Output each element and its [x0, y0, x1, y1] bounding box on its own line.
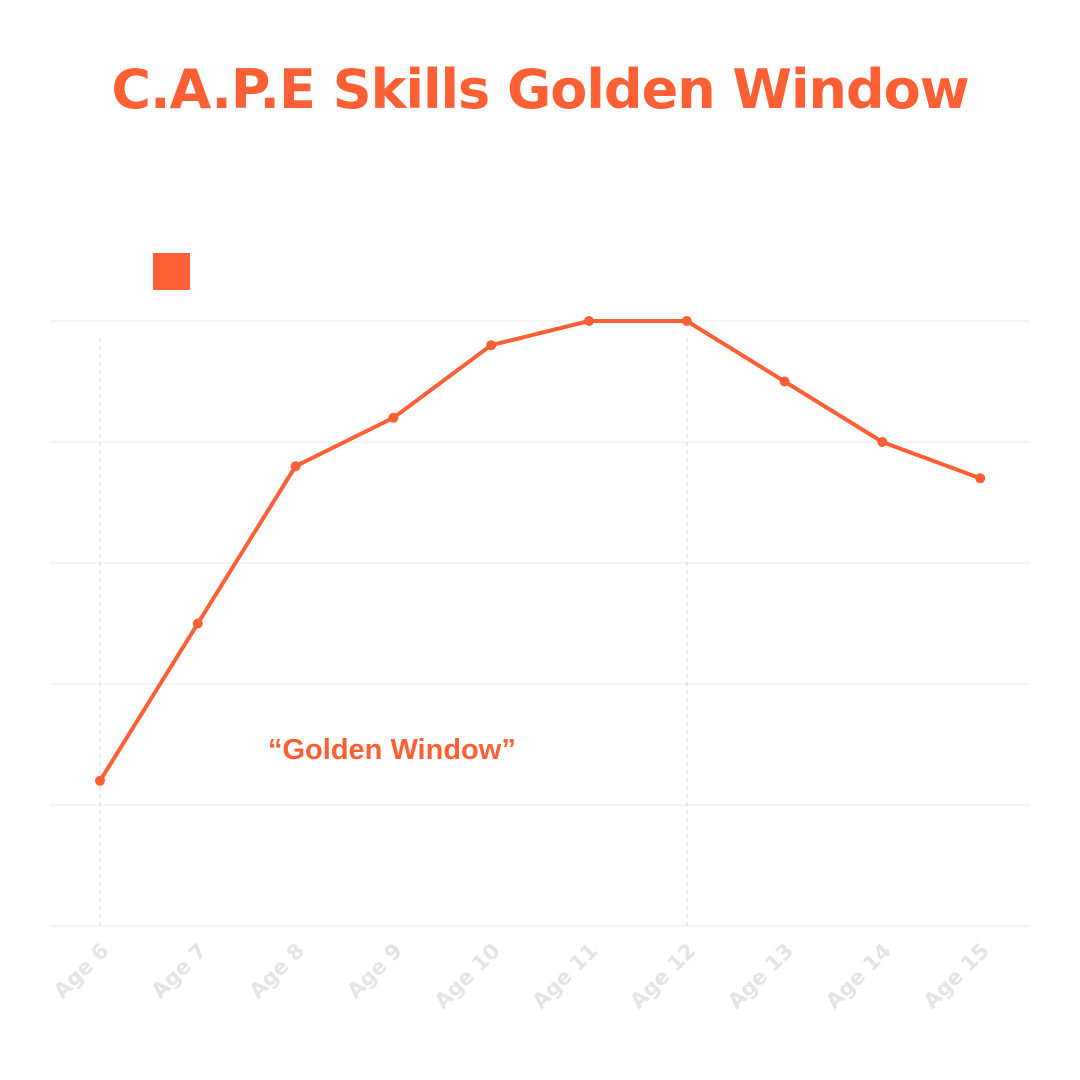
series-line	[98, 319, 983, 783]
data-point	[975, 473, 986, 484]
data-point	[877, 437, 888, 447]
chart-title: C.A.P.E Skills Golden Window	[111, 58, 969, 121]
data-point	[192, 618, 203, 629]
data-points	[95, 316, 986, 786]
golden-window-annotation: “Golden Window”	[268, 734, 516, 766]
x-tick-label: Age 11	[528, 939, 603, 1014]
x-axis-tick-labels: Age 6 Age 7 Age 8 Age 9 Age 10 Age 11 Age 12 Ag…	[49, 939, 994, 1014]
x-tick-label: Age 10	[430, 939, 505, 1014]
x-tick-label: Age 13	[723, 939, 798, 1014]
data-point	[290, 461, 301, 472]
data-point	[681, 316, 692, 326]
data-point	[388, 412, 399, 423]
x-tick-label: Age 9	[342, 939, 407, 1004]
data-point	[584, 316, 594, 326]
data-point	[95, 775, 105, 786]
data-point	[486, 340, 497, 351]
x-tick-label: Age 6	[49, 939, 114, 1004]
grid-lines	[50, 320, 1030, 927]
x-tick-label: Age 7	[147, 939, 212, 1004]
x-tick-label: Age 12	[625, 939, 700, 1014]
data-point	[779, 376, 790, 387]
x-tick-label: Age 8	[244, 939, 309, 1004]
x-tick-label: Age 14	[821, 939, 896, 1014]
x-tick-label: Age 15	[919, 939, 994, 1014]
golden-window-markers	[99, 338, 688, 926]
series-line-group	[98, 319, 983, 783]
legend-swatch	[153, 253, 190, 290]
